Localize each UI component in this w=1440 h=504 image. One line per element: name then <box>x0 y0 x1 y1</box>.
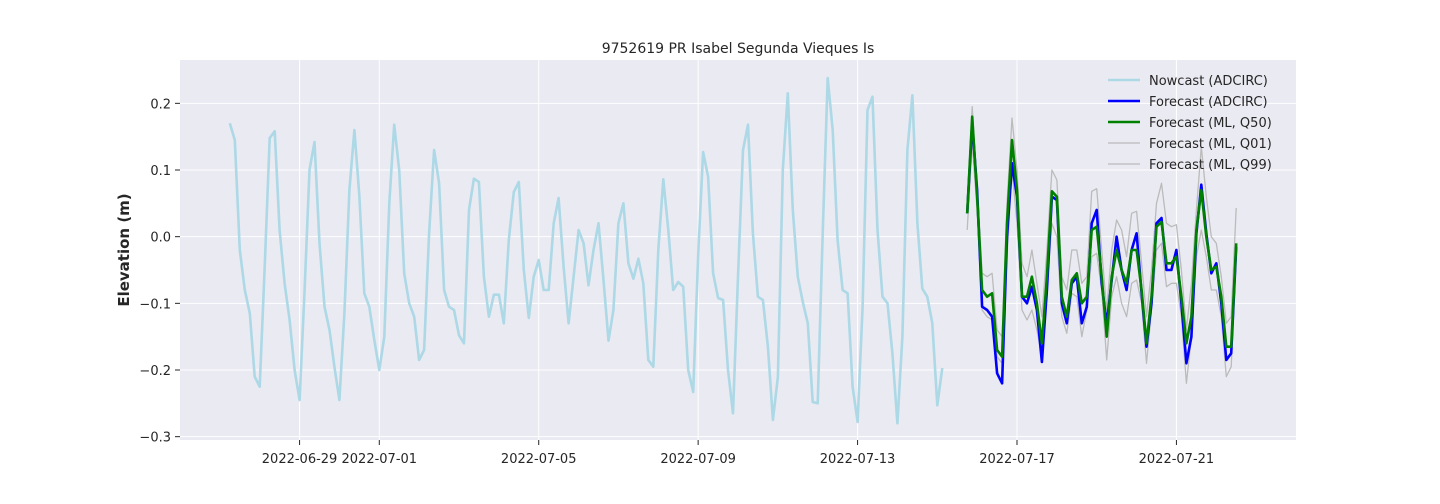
legend-label: Forecast (ML, Q01) <box>1149 137 1272 152</box>
series-line-forecast-ml-q50 <box>965 115 1238 359</box>
y-tick-label: −0.3 <box>139 431 171 446</box>
y-tick-label: 0.0 <box>150 231 171 246</box>
y-tick-label: −0.1 <box>139 297 171 312</box>
x-tick-label: 2022-07-13 <box>820 452 896 467</box>
x-tick-label: 2022-07-05 <box>501 452 577 467</box>
y-tick-label: 0.1 <box>150 164 171 179</box>
series-line-nowcast <box>228 76 944 425</box>
x-tick-label: 2022-07-21 <box>1139 452 1215 467</box>
series-layer <box>228 76 1238 425</box>
x-tick-label: 2022-07-17 <box>979 452 1055 467</box>
y-axis-label: Elevation (m) <box>115 193 133 306</box>
x-tick-label: 2022-07-09 <box>660 452 736 467</box>
legend-label: Forecast (ADCIRC) <box>1149 95 1268 110</box>
x-tick-label: 2022-06-29 <box>262 452 338 467</box>
legend: Nowcast (ADCIRC) Forecast (ADCIRC) Forecas… <box>1108 74 1272 173</box>
legend-label: Forecast (ML, Q50) <box>1149 116 1272 131</box>
y-tick-label: −0.2 <box>139 364 171 379</box>
x-tick-label: 2022-07-01 <box>342 452 418 467</box>
chart-title: 9752619 PR Isabel Segunda Vieques Is <box>602 41 875 57</box>
legend-label: Nowcast (ADCIRC) <box>1149 74 1268 89</box>
y-tick-label: 0.2 <box>150 97 171 112</box>
axes-layer: −0.3 −0.2 −0.1 0.0 0.1 0.2 2022-06-29 2022-07-0… <box>139 97 1214 467</box>
series-line-forecast-ml-q99 <box>966 106 1237 338</box>
legend-label: Forecast (ML, Q99) <box>1149 158 1272 173</box>
